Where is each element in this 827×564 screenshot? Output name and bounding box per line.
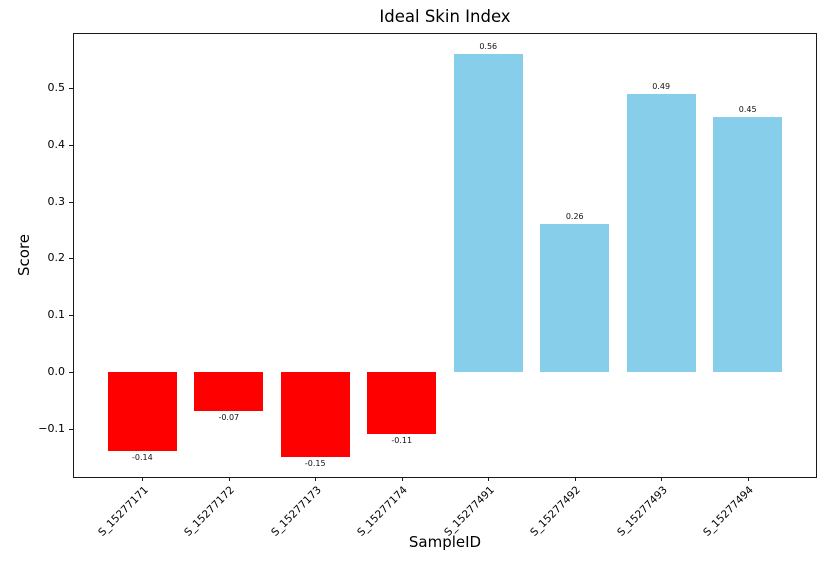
x-tick-label: S_15277492: [528, 484, 584, 539]
y-tick-mark: [69, 201, 73, 203]
chart-title: Ideal Skin Index: [379, 7, 511, 26]
y-tick-mark: [69, 88, 73, 90]
bar: [194, 371, 264, 412]
y-tick-label: 0.2: [47, 251, 66, 265]
bar-value-label: -0.07: [218, 413, 240, 423]
y-tick-label: 0.3: [47, 194, 66, 208]
x-tick-mark: [401, 477, 403, 481]
y-axis-label: Score: [15, 233, 33, 277]
bar-value-label: 0.26: [565, 212, 584, 222]
x-tick-label: S_15277493: [614, 484, 670, 539]
y-tick-mark: [69, 144, 73, 146]
bar: [540, 224, 610, 372]
y-tick-mark: [69, 428, 73, 430]
x-tick-label: S_15277172: [182, 484, 238, 539]
x-tick-label: S_15277174: [355, 484, 411, 539]
x-tick-label: S_15277491: [442, 484, 497, 539]
bar-value-label: 0.49: [652, 81, 671, 91]
x-tick-label: S_15277494: [701, 484, 757, 539]
bar: [626, 93, 696, 372]
y-tick-mark: [69, 371, 73, 373]
y-tick-label: 0.4: [47, 138, 66, 152]
y-tick-label: −0.1: [38, 421, 65, 435]
x-tick-mark: [488, 477, 490, 481]
y-tick-mark: [69, 315, 73, 317]
bar: [713, 116, 783, 372]
y-tick-mark: [69, 258, 73, 260]
bar: [367, 371, 437, 435]
x-axis-label: SampleID: [408, 533, 482, 551]
x-tick-mark: [747, 477, 749, 481]
x-tick-label: S_15277173: [269, 484, 324, 539]
bar-value-label: -0.15: [304, 458, 326, 468]
x-tick-mark: [315, 477, 317, 481]
bar-value-label: -0.14: [131, 453, 153, 463]
bar: [107, 371, 177, 452]
y-tick-label: 0.5: [47, 81, 66, 95]
x-tick-mark: [661, 477, 663, 481]
x-tick-mark: [574, 477, 576, 481]
x-tick-label: S_15277171: [96, 484, 151, 539]
bar-value-label: 0.56: [479, 42, 498, 52]
bar: [280, 371, 350, 457]
plot-area: -0.14 S_15277171 -0.07 S_15277172 -0.15 S_152…: [38, 33, 817, 539]
x-tick-mark: [142, 477, 144, 481]
bar: [453, 54, 523, 372]
bar-value-label: 0.45: [738, 104, 757, 114]
x-tick-mark: [228, 477, 230, 481]
y-tick-label: 0.0: [47, 365, 66, 379]
bar-value-label: -0.11: [391, 436, 413, 446]
y-tick-label: 0.1: [47, 308, 66, 322]
